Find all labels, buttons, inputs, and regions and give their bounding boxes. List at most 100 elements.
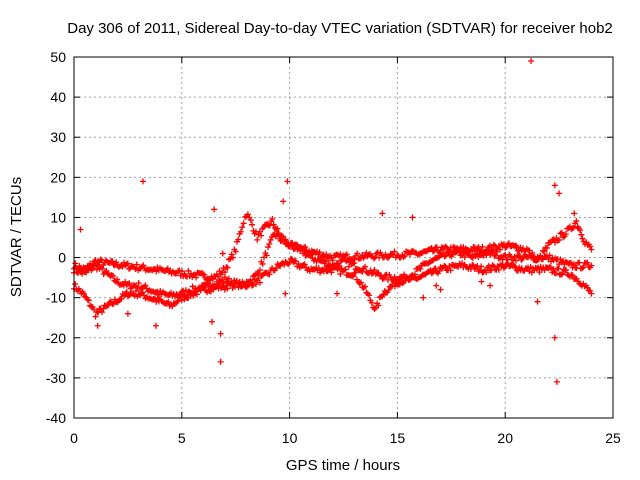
track-main-point	[391, 273, 398, 280]
track-lower-point	[248, 282, 255, 289]
outliers-point	[534, 298, 541, 305]
data-points	[71, 58, 595, 385]
track-lower-point	[447, 267, 454, 274]
track-main-point	[417, 265, 424, 272]
track-main-point	[461, 254, 468, 261]
track-lower-point	[400, 279, 407, 286]
outliers-point	[437, 286, 444, 293]
track-upper-point	[338, 257, 345, 264]
track-lower-point	[341, 267, 348, 274]
track-upper-point	[278, 232, 285, 239]
track-main-point	[302, 252, 309, 259]
track-main-point	[99, 265, 106, 272]
track-lower-point	[258, 273, 265, 280]
track-lower-point	[442, 263, 449, 270]
track-lower-point	[278, 260, 285, 267]
x-tick-label: 0	[70, 430, 78, 446]
track-main-point	[320, 257, 327, 264]
track-main-point	[108, 271, 115, 278]
y-tick-label: -10	[46, 290, 66, 306]
track-lower-point	[256, 279, 263, 286]
track-lower-point	[385, 287, 392, 294]
track-upper-point	[316, 249, 323, 256]
track-lower-point	[149, 296, 156, 303]
track-upper-point	[329, 257, 336, 264]
track-upper-point	[469, 248, 476, 255]
track-upper-point	[124, 260, 131, 267]
track-main-point	[492, 252, 499, 259]
track-upper-point	[279, 233, 286, 240]
track-lower-point	[131, 292, 138, 299]
outliers-point	[379, 210, 386, 217]
x-tick-label: 10	[282, 430, 298, 446]
track-lower-point	[85, 297, 92, 304]
track-upper-point	[274, 225, 281, 232]
outliers-point	[124, 310, 131, 317]
track-main-point	[491, 253, 498, 260]
track-upper-point	[232, 248, 239, 255]
outliers-point	[77, 226, 84, 233]
track-lower-point	[342, 266, 349, 273]
track-upper-point	[497, 246, 504, 253]
track-main-point	[126, 280, 133, 287]
track-main-point	[568, 260, 575, 267]
track-main-point	[386, 271, 393, 278]
track-lower-point	[154, 295, 161, 302]
y-tick-label: 50	[50, 49, 66, 65]
track-upper-point	[228, 251, 235, 258]
track-lower-point	[337, 271, 344, 278]
track-lower-point	[99, 309, 106, 316]
track-main-point	[353, 265, 360, 272]
track-main-point	[110, 272, 117, 279]
outliers-point	[284, 178, 291, 185]
track-upper-point	[560, 234, 567, 241]
track-lower-point	[252, 281, 259, 288]
track-upper-point	[224, 264, 231, 271]
track-upper-point	[577, 227, 584, 234]
track-lower-point	[251, 276, 258, 283]
track-upper-point	[323, 251, 330, 258]
outliers-point	[334, 290, 341, 297]
track-lower-point	[441, 262, 448, 269]
track-main-point	[580, 264, 587, 271]
track-lower-point	[328, 269, 335, 276]
track-upper-point	[240, 220, 247, 227]
grid	[74, 57, 613, 418]
track-upper-point	[199, 270, 206, 277]
track-lower-point	[356, 280, 363, 287]
track-upper-point	[302, 244, 309, 251]
track-upper-point	[256, 228, 263, 235]
outliers-point	[512, 242, 519, 249]
outliers-point	[211, 206, 218, 213]
track-lower-point	[432, 265, 439, 272]
chart-title: Day 306 of 2011, Sidereal Day-to-day VTE…	[67, 20, 613, 37]
outliers-point	[571, 210, 578, 217]
track-main-point	[151, 289, 158, 296]
track-upper-point	[123, 261, 130, 268]
track-main-point	[512, 257, 519, 264]
outliers-point	[433, 282, 440, 289]
x-tick-label: 25	[605, 430, 621, 446]
track-lower-point	[273, 265, 280, 272]
track-lower-point	[301, 261, 308, 268]
outliers-point	[528, 58, 535, 65]
track-upper-point	[480, 249, 487, 256]
track-upper-point	[406, 251, 413, 258]
track-upper-point	[230, 254, 237, 261]
x-tick-label: 20	[497, 430, 513, 446]
track-lower-point	[362, 283, 369, 290]
track-upper-point	[400, 253, 407, 260]
track-upper-point	[502, 244, 509, 251]
track-upper-point	[587, 243, 594, 250]
track-lower-point	[485, 263, 492, 270]
track-main-point	[124, 281, 131, 288]
track-upper-point	[235, 236, 242, 243]
y-tick-label: -30	[46, 370, 66, 386]
outliers-point	[409, 214, 416, 221]
track-main-point	[146, 287, 153, 294]
track-upper-point	[193, 274, 200, 281]
track-upper-point	[558, 229, 565, 236]
track-main-point	[362, 263, 369, 270]
track-upper-point	[474, 245, 481, 252]
track-upper-point	[269, 216, 276, 223]
